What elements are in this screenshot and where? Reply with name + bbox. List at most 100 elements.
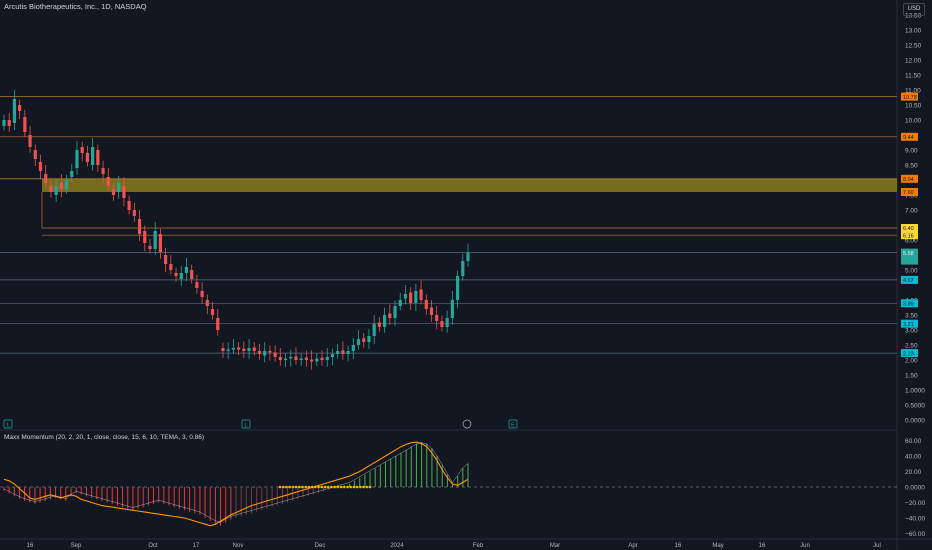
event-marker-label: L	[6, 423, 9, 429]
candle-body	[70, 171, 74, 177]
candle-body	[101, 168, 105, 174]
candle-body	[49, 186, 53, 192]
candle-body	[294, 356, 298, 360]
candle-body	[320, 357, 324, 360]
candle-body	[351, 345, 355, 351]
indicator-tick-label: −40.00	[905, 516, 925, 523]
price-tick-label: 11.50	[905, 73, 921, 80]
price-tick-label: 10.00	[905, 118, 922, 125]
candle-body	[263, 351, 267, 356]
price-tick-label: 7.00	[905, 208, 918, 215]
price-label-text: 7.60	[903, 190, 914, 196]
candle-body	[309, 359, 314, 362]
candle-body	[304, 357, 308, 360]
candle-body	[111, 189, 116, 195]
candle-body	[278, 357, 282, 360]
candle-body	[190, 270, 194, 279]
candle-body	[268, 351, 272, 353]
signal-dot	[355, 485, 359, 489]
signal-dot	[291, 485, 295, 489]
price-label-box	[901, 349, 918, 358]
candle-body	[75, 150, 79, 168]
candle-body	[221, 348, 225, 351]
candle-body	[54, 186, 58, 195]
signal-dot	[349, 485, 353, 489]
candle-body	[158, 234, 163, 252]
dividend-marker-icon	[462, 419, 472, 429]
candle-body	[341, 350, 345, 354]
price-label-text: 6.16	[903, 233, 914, 239]
candle-body	[59, 183, 63, 189]
price-tick-label: 0.5000	[905, 403, 925, 410]
candle-body	[2, 120, 6, 126]
candle-body	[435, 315, 439, 321]
candle-body	[440, 321, 444, 327]
candle-body	[273, 352, 277, 357]
price-tick-label: 9.00	[905, 148, 918, 155]
price-label-text: 9.44	[903, 135, 914, 141]
price-tick-label: 3.00	[905, 328, 918, 335]
time-tick-label: May	[712, 543, 723, 549]
time-tick-label: Sep	[71, 543, 82, 549]
candle-body	[283, 358, 288, 360]
price-label-box	[901, 299, 918, 308]
time-tick-label: 16	[759, 543, 766, 549]
price-tick-label: 5.00	[905, 268, 918, 275]
candle-body	[205, 300, 209, 306]
event-marker-label: L	[244, 423, 247, 429]
candle-body	[143, 231, 147, 243]
candle-body	[242, 348, 246, 351]
time-tick-label: Jul	[873, 543, 881, 549]
price-tick-label: 13.00	[905, 28, 922, 35]
indicator-tick-label: −20.00	[905, 500, 925, 507]
indicator-tick-label: 40.00	[905, 454, 922, 461]
candle-body	[91, 147, 95, 165]
candle-body	[64, 180, 69, 189]
price-tick-label: 6.00	[905, 238, 918, 245]
price-label-box	[901, 174, 918, 183]
price-tick-label: 1.50	[905, 373, 918, 380]
price-label-text: 8.04	[903, 177, 914, 183]
signal-dot	[362, 485, 365, 489]
candle-body	[216, 318, 220, 330]
candle-body	[289, 357, 293, 359]
candle-body	[148, 246, 152, 249]
candle-body	[38, 162, 43, 171]
currency-button[interactable]: USD	[903, 3, 925, 16]
candle-body	[44, 174, 48, 183]
price-label-text: 3.21	[903, 322, 914, 328]
candle-body	[403, 294, 408, 299]
signal-dot	[281, 485, 285, 489]
event-marker-icon	[3, 419, 13, 429]
price-label-text: 5.58	[903, 251, 914, 257]
candle-body	[18, 105, 22, 111]
candle-body	[325, 357, 329, 360]
signal-dot	[307, 485, 311, 489]
price-tick-label: 8.50	[905, 163, 918, 170]
price-label-box	[901, 231, 918, 240]
candle-body	[210, 309, 215, 315]
signal-dot	[339, 485, 343, 489]
signal-dot	[368, 485, 372, 489]
candle-body	[169, 264, 173, 270]
signal-dot	[359, 485, 362, 489]
candle-body	[377, 322, 381, 327]
price-label-text: 2.23	[903, 351, 914, 357]
candle-body	[315, 358, 319, 362]
time-tick-label: Nov	[233, 543, 244, 549]
candle-body	[356, 339, 361, 345]
candle-body	[450, 300, 454, 318]
event-marker-icon	[508, 419, 518, 429]
price-label-box	[901, 224, 918, 232]
price-tick-label: 13.50	[905, 13, 922, 20]
signal-dot	[320, 485, 324, 489]
signal-dot	[326, 485, 330, 489]
candle-body	[117, 183, 121, 192]
signal-dot	[304, 485, 308, 489]
price-tick-label: 11.00	[905, 88, 921, 95]
signal-dot	[336, 485, 340, 489]
candle-body	[424, 300, 428, 309]
signal-dot	[301, 485, 304, 489]
indicator-title: Maxx Momentum (20, 2, 20, 1, close, clos…	[4, 434, 205, 441]
